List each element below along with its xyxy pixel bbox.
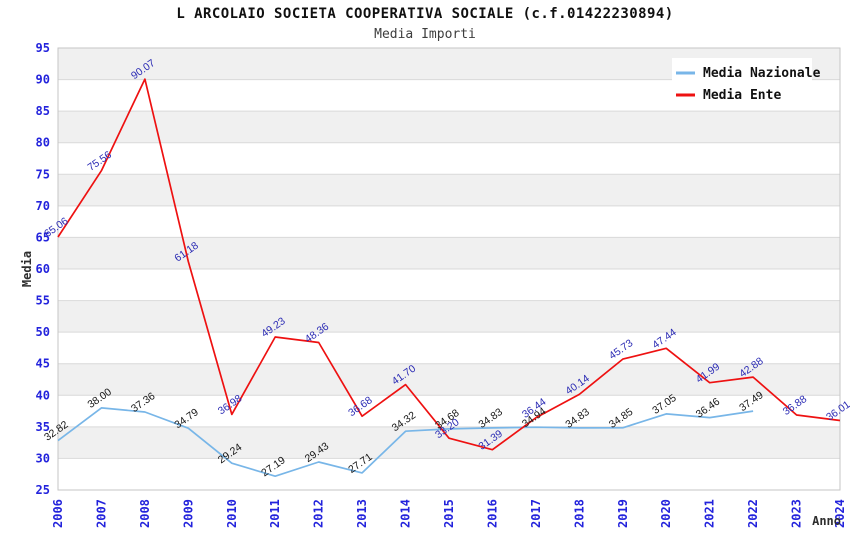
y-tick-label: 75 (36, 167, 50, 181)
x-tick-label: 2018 (572, 499, 586, 528)
y-tick-label: 60 (36, 262, 50, 276)
x-tick-label: 2024 (833, 499, 847, 528)
y-tick-label: 90 (36, 73, 50, 87)
data-label-media-ente: 36.98 (216, 392, 245, 417)
x-tick-label: 2006 (51, 499, 65, 528)
y-tick-label: 95 (36, 41, 50, 55)
x-axis-title: Anno (812, 514, 841, 528)
x-tick-label: 2008 (138, 499, 152, 528)
y-tick-label: 45 (36, 357, 50, 371)
plot-band (58, 363, 840, 396)
y-tick-label: 30 (36, 451, 50, 465)
x-tick-label: 2019 (616, 499, 630, 528)
x-tick-label: 2015 (442, 499, 456, 528)
data-label-media-ente: 65.06 (42, 215, 71, 240)
series-line-media-nazionale (57, 407, 754, 478)
chart-title: L ARCOLAIO SOCIETA COOPERATIVA SOCIALE (… (176, 6, 674, 22)
plot-border (57, 47, 841, 491)
legend-label-media-ente: Media Ente (703, 88, 781, 103)
plot-band (58, 300, 840, 333)
y-tick-label: 65 (36, 230, 50, 244)
x-tick-label: 2017 (529, 499, 543, 528)
chart-subtitle: Media Importi (374, 27, 476, 42)
y-tick-label: 70 (36, 199, 50, 213)
x-tick-label: 2009 (181, 499, 195, 528)
data-label-media-ente: 45.73 (607, 337, 636, 362)
y-tick-label: 25 (36, 483, 50, 497)
x-tick-label: 2013 (355, 499, 369, 528)
legend-label-media-nazionale: Media Nazionale (703, 66, 821, 81)
y-tick-label: 40 (36, 388, 50, 402)
plot-band (58, 426, 840, 459)
y-tick-label: 85 (36, 104, 50, 118)
plot-band (58, 174, 840, 206)
y-tick-label: 55 (36, 294, 50, 308)
x-tick-label: 2023 (790, 499, 804, 528)
x-tick-label: 2011 (268, 499, 282, 528)
x-tick-label: 2014 (399, 499, 413, 528)
series-line-media-ente (57, 78, 841, 451)
x-tick-label: 2016 (485, 499, 499, 528)
x-tick-label: 2010 (225, 499, 239, 528)
legend-box (672, 58, 812, 106)
x-tick-label: 2021 (703, 499, 717, 528)
y-tick-label: 50 (36, 325, 50, 339)
x-tick-label: 2022 (746, 499, 760, 528)
y-axis-title: Media (20, 251, 34, 287)
x-tick-label: 2012 (312, 499, 326, 528)
x-tick-label: 2020 (659, 499, 673, 528)
y-tick-label: 80 (36, 136, 50, 150)
x-tick-label: 2007 (94, 499, 108, 528)
y-tick-label: 35 (36, 420, 50, 434)
plot-band (58, 111, 840, 143)
